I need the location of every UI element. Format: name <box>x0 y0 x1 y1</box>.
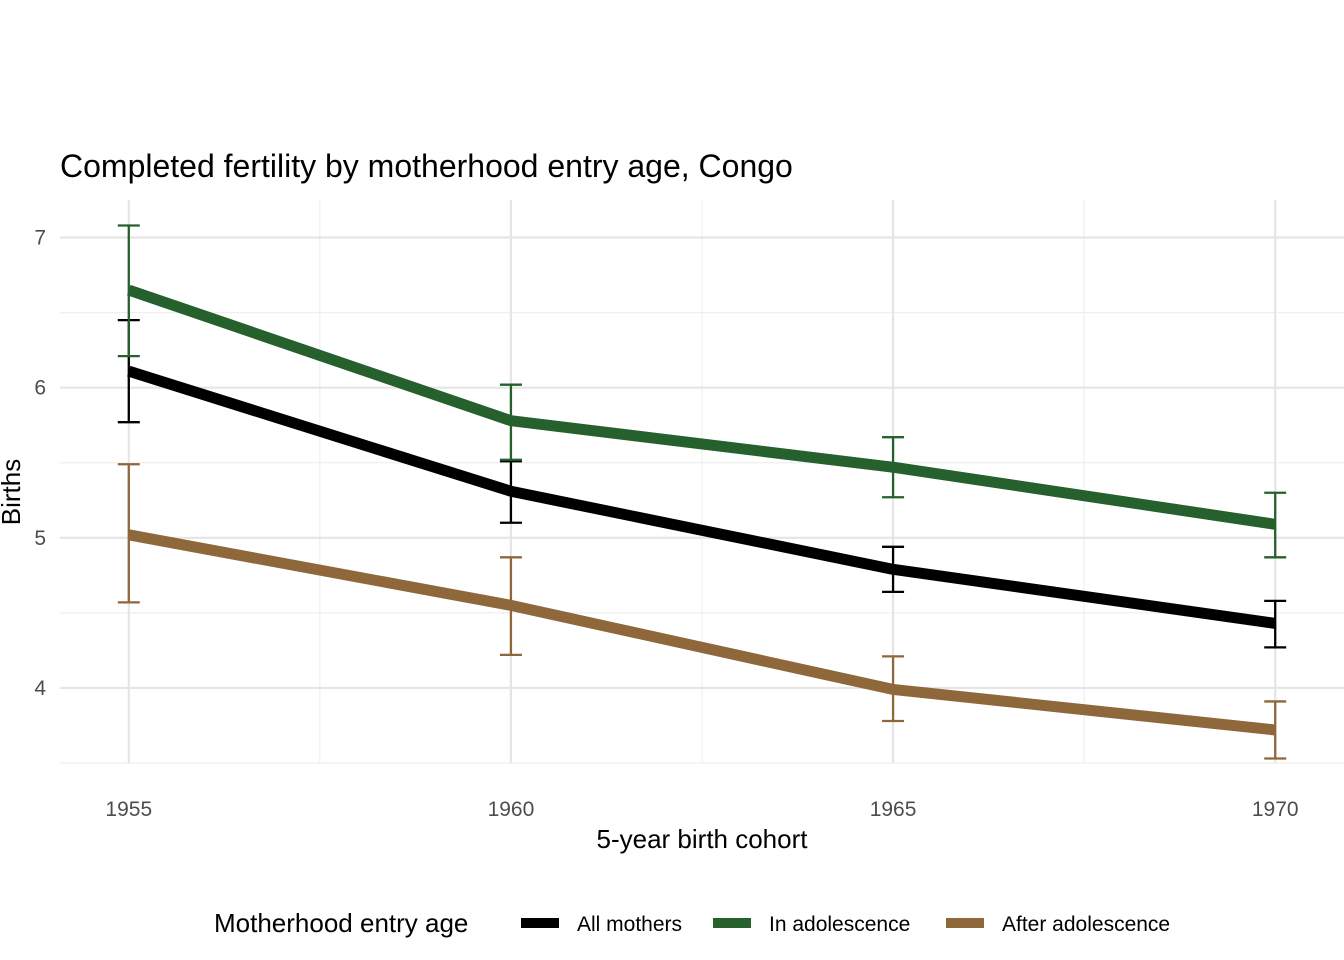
legend-label: In adolescence <box>769 913 910 936</box>
x-tick-label: 1965 <box>870 798 917 821</box>
legend-key <box>946 918 984 928</box>
error-bar <box>117 463 140 604</box>
series-line <box>127 365 1276 629</box>
x-tick-label: 1955 <box>105 798 152 821</box>
legend-label: All mothers <box>577 913 682 936</box>
series-after-adolescence <box>117 463 1287 760</box>
y-axis-title: Births <box>0 459 26 525</box>
legend-key <box>713 918 751 928</box>
x-axis-ticks: 1955 1960 1965 1970 <box>105 798 1298 821</box>
series-in-adolescence <box>117 224 1287 559</box>
series-line <box>127 529 1276 736</box>
x-axis-title: 5-year birth cohort <box>597 824 809 854</box>
error-bar <box>1264 491 1287 559</box>
chart-title: Completed fertility by motherhood entry … <box>60 148 793 184</box>
legend-key <box>521 918 559 928</box>
x-tick-label: 1970 <box>1252 798 1299 821</box>
x-tick-label: 1960 <box>488 798 535 821</box>
y-axis-ticks: 4 5 6 7 <box>34 227 46 700</box>
series-layer <box>117 224 1287 760</box>
y-tick-label: 7 <box>34 227 46 250</box>
grid <box>60 200 1344 764</box>
error-bar <box>1264 599 1287 649</box>
y-tick-label: 6 <box>34 377 46 400</box>
y-tick-label: 4 <box>34 677 46 700</box>
legend-label: After adolescence <box>1002 913 1170 936</box>
legend-title: Motherhood entry age <box>214 908 468 938</box>
y-tick-label: 5 <box>34 527 46 550</box>
legend: Motherhood entry age All mothers In adole… <box>214 908 1170 938</box>
series-line <box>127 284 1277 530</box>
